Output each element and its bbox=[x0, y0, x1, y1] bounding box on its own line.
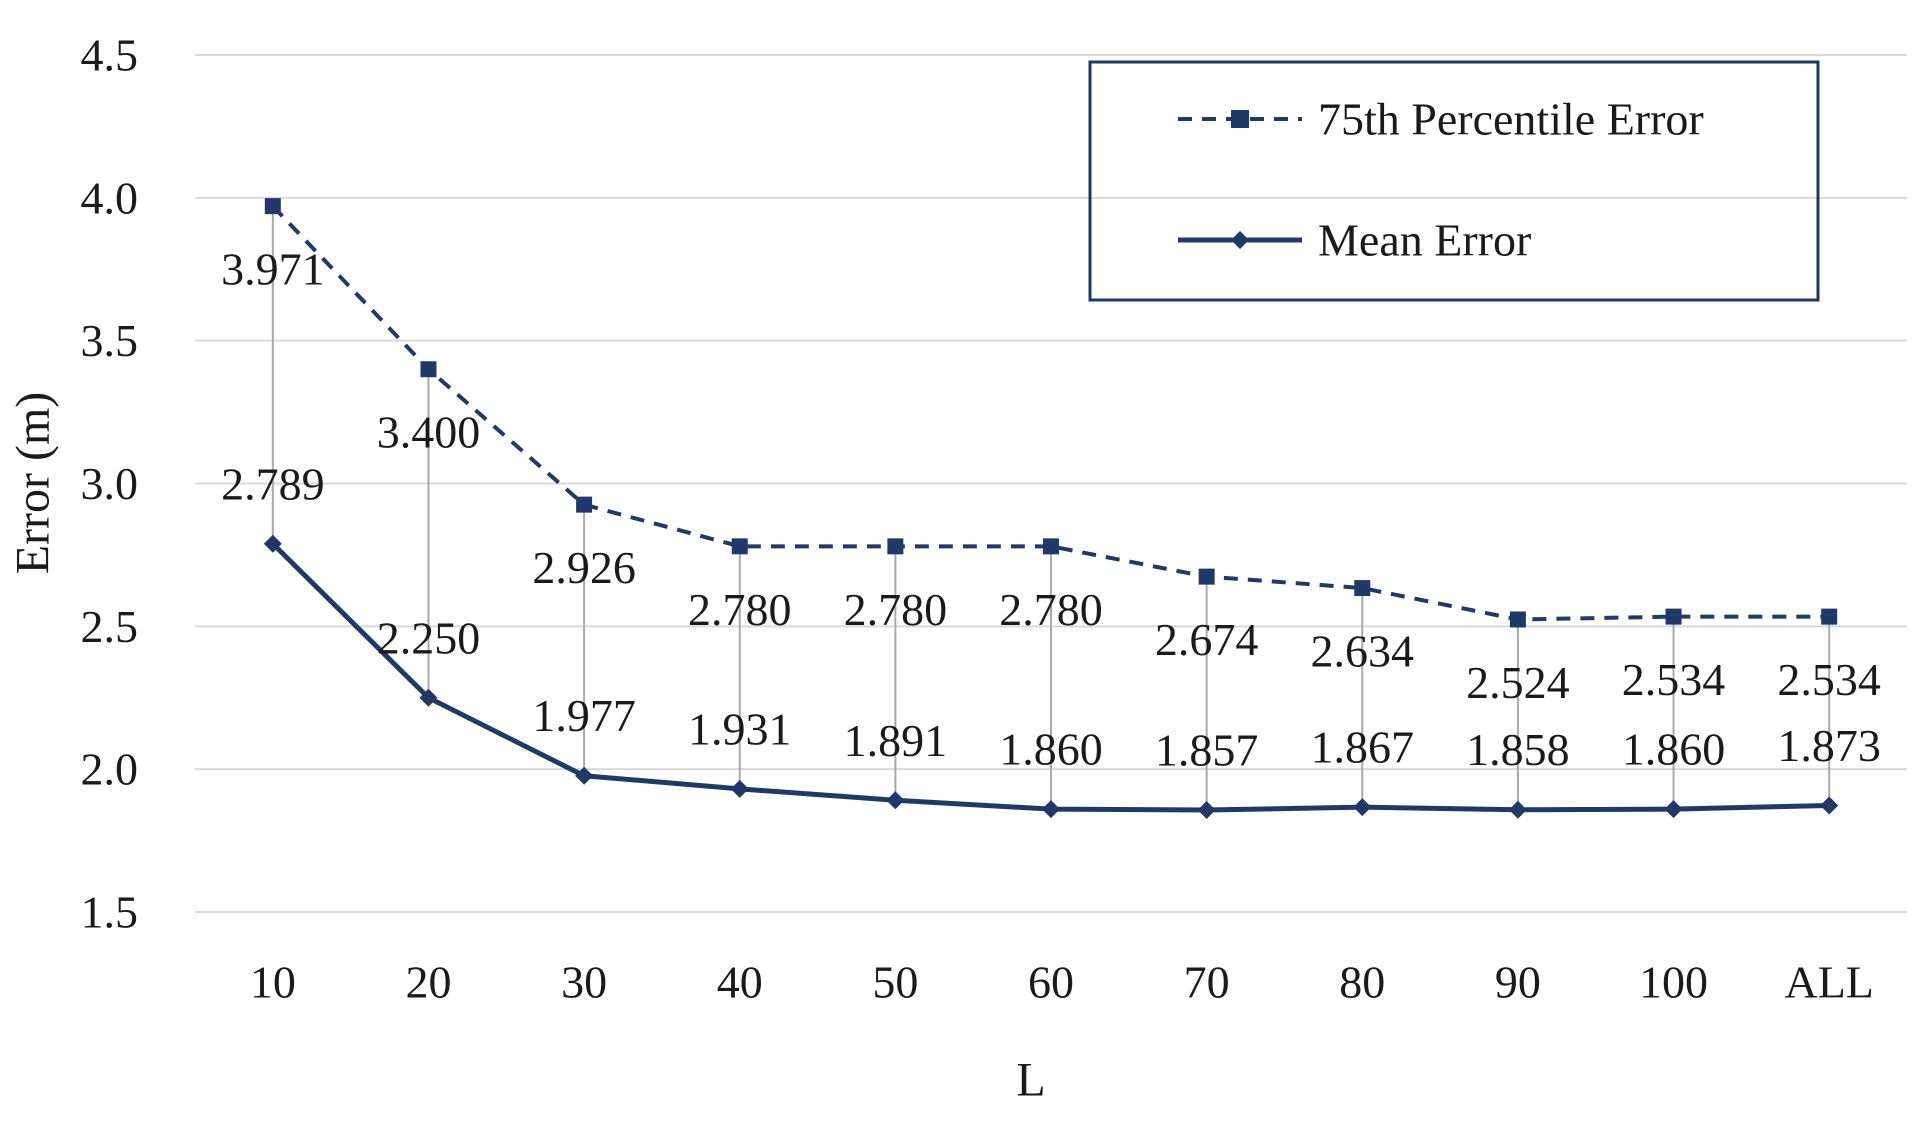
y-tick-label-1.5: 1.5 bbox=[81, 887, 139, 938]
75th-percentile-error-line bbox=[271, 204, 1830, 622]
mean-error-label-70: 1.857 bbox=[1155, 725, 1259, 776]
mean-error-label-30: 1.977 bbox=[532, 690, 636, 741]
75th-percentile-error-label-100: 2.534 bbox=[1622, 654, 1726, 705]
75th-percentile-error-label-30: 2.926 bbox=[532, 542, 636, 593]
75th-percentile-error-marker-70 bbox=[1198, 568, 1215, 585]
x-tick-label-40: 40 bbox=[717, 957, 763, 1008]
mean-error-label-80: 1.867 bbox=[1311, 722, 1415, 773]
75th-percentile-error-label-20: 3.400 bbox=[377, 407, 481, 458]
y-tick-label-3.0: 3.0 bbox=[81, 458, 139, 509]
75th-percentile-error-marker-50 bbox=[887, 538, 904, 555]
x-tick-label-10: 10 bbox=[250, 957, 296, 1008]
legend-item-75th-percentile-error: 75th Percentile Error bbox=[1178, 94, 1704, 145]
75th-percentile-error-marker-90 bbox=[1509, 611, 1526, 628]
x-tick-label-20: 20 bbox=[405, 957, 451, 1008]
mean-error-label-all: 1.873 bbox=[1777, 720, 1881, 771]
mean-error-label-100: 1.860 bbox=[1622, 724, 1726, 775]
y-tick-label-4.0: 4.0 bbox=[81, 172, 139, 223]
75th-percentile-error-label-80: 2.634 bbox=[1311, 626, 1415, 677]
mean-error-marker-50 bbox=[886, 791, 905, 810]
x-tick-label-60: 60 bbox=[1028, 957, 1074, 1008]
mean-error-label-10: 2.789 bbox=[221, 458, 325, 509]
x-tick-label-90: 90 bbox=[1495, 957, 1541, 1008]
y-axis-title: Error (m) bbox=[7, 392, 60, 575]
y-tick-label-4.5: 4.5 bbox=[81, 30, 139, 81]
y-tick-label-3.5: 3.5 bbox=[81, 315, 139, 366]
legend: 75th Percentile Error Mean Error bbox=[1088, 60, 1820, 302]
mean-error-marker-70 bbox=[1197, 801, 1216, 820]
75th-percentile-error-label-40: 2.780 bbox=[688, 584, 792, 635]
mean-error-marker-30 bbox=[575, 766, 594, 785]
75th-percentile-error-marker-40 bbox=[731, 538, 748, 555]
75th-percentile-error-marker-80 bbox=[1354, 580, 1371, 597]
legend-label-75th-percentile-error: 75th Percentile Error bbox=[1318, 94, 1704, 145]
75th-percentile-error-marker-30 bbox=[576, 496, 593, 513]
mean-error-label-90: 1.858 bbox=[1466, 724, 1570, 775]
75th-percentile-error-marker-20 bbox=[420, 361, 437, 378]
75th-percentile-error-label-70: 2.674 bbox=[1155, 614, 1259, 665]
x-tick-label-50: 50 bbox=[872, 957, 918, 1008]
x-tick-label-100: 100 bbox=[1639, 957, 1708, 1008]
75th-percentile-error-marker-all bbox=[1821, 608, 1838, 625]
75th-percentile-error-marker-10 bbox=[264, 198, 281, 215]
x-tick-label-all: ALL bbox=[1784, 957, 1873, 1008]
x-axis-title: L bbox=[1016, 1054, 1045, 1107]
mean-error-label-60: 1.860 bbox=[999, 724, 1103, 775]
mean-error-marker-80 bbox=[1353, 798, 1372, 817]
legend-item-mean-error: Mean Error bbox=[1178, 215, 1531, 266]
75th-percentile-error-label-60: 2.780 bbox=[999, 584, 1103, 635]
mean-error-marker-60 bbox=[1042, 800, 1060, 819]
legend-marker-mean-error bbox=[1231, 231, 1249, 249]
mean-error-marker-40 bbox=[730, 779, 749, 798]
mean-error-marker-20 bbox=[419, 688, 438, 707]
75th-percentile-error-label-90: 2.524 bbox=[1466, 657, 1570, 708]
legend-border bbox=[1088, 60, 1820, 302]
legend-label-mean-error: Mean Error bbox=[1318, 215, 1531, 266]
mean-error-label-20: 2.250 bbox=[377, 612, 481, 663]
x-tick-label-70: 70 bbox=[1184, 957, 1230, 1008]
mean-error-marker-90 bbox=[1508, 800, 1527, 819]
x-tick-label-30: 30 bbox=[561, 957, 607, 1008]
y-tick-label-2.5: 2.5 bbox=[81, 601, 139, 652]
75th-percentile-error-marker-60 bbox=[1043, 538, 1059, 555]
legend-marker-75th-percentile-error bbox=[1231, 110, 1249, 128]
x-tick-label-80: 80 bbox=[1339, 957, 1385, 1008]
75th-percentile-error-marker-100 bbox=[1665, 608, 1682, 625]
mean-error-marker-all bbox=[1820, 796, 1839, 815]
mean-error-marker-10 bbox=[263, 534, 282, 553]
mean-error-label-50: 1.891 bbox=[844, 715, 948, 766]
75th-percentile-error-label-all: 2.534 bbox=[1777, 654, 1881, 705]
mean-error-marker-100 bbox=[1664, 800, 1683, 819]
75th-percentile-error-label-10: 3.971 bbox=[221, 244, 325, 295]
y-tick-label-2.0: 2.0 bbox=[81, 744, 139, 795]
mean-error-label-40: 1.931 bbox=[688, 703, 792, 754]
75th-percentile-error-label-50: 2.780 bbox=[844, 584, 948, 635]
